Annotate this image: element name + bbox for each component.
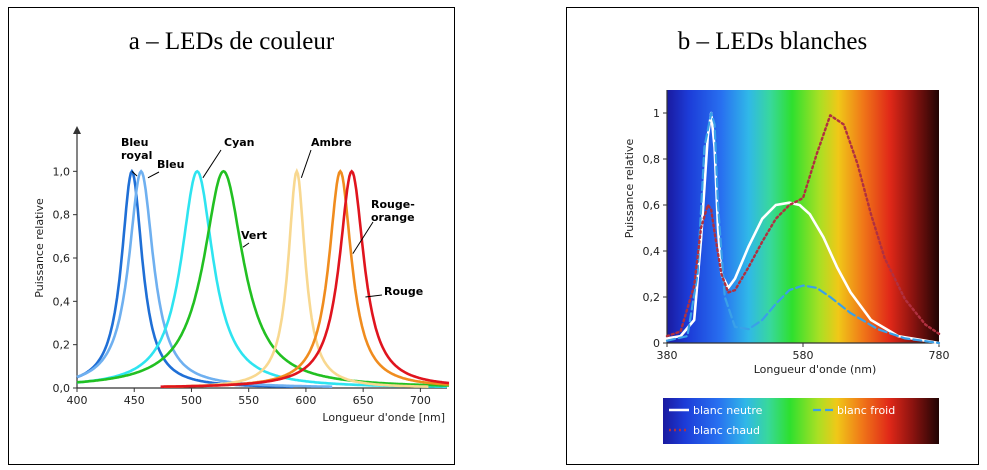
x-tick-label: 700 [410, 394, 431, 407]
y-tick-label: 1 [653, 107, 660, 120]
x-tick-label: 380 [657, 349, 678, 362]
x-tick-label: 400 [67, 394, 88, 407]
annotation-leader [131, 170, 138, 177]
annotation-label: Bleu [121, 136, 148, 149]
y-axis-label: Puissance relative [623, 139, 636, 239]
legend-label: blanc neutre [693, 404, 763, 417]
annotation-label: Cyan [224, 136, 255, 149]
annotation-label-line2: royal [121, 149, 152, 162]
y-tick-label: 1,0 [53, 165, 71, 178]
x-axis-label: Longueur d'onde (nm) [754, 363, 877, 376]
x-tick-label: 600 [295, 394, 316, 407]
annotation-label: Bleu [157, 158, 184, 171]
series-line [76, 168, 294, 388]
y-tick-label: 0,4 [53, 295, 71, 308]
annotation-label: Rouge [384, 285, 423, 298]
panel-a-title: a – LEDs de couleur [128, 28, 335, 55]
annotation-leader [352, 221, 374, 254]
y-tick-label: 0,4 [643, 245, 661, 258]
annotation-leader [242, 242, 250, 248]
chart-b-svg: 0 0,2 0,4 0,6 0,8 1 380 580 780 Longueur d'onde (… [623, 90, 950, 444]
annotation-leader [300, 149, 312, 178]
y-tick-label: 0,2 [643, 291, 661, 304]
series-line [160, 169, 450, 388]
x-tick-label: 650 [353, 394, 374, 407]
annotation-label-line2: orange [371, 211, 415, 224]
panel-led-blanches: b – LEDs blanches 0 0,2 0,4 0,6 0,8 1 380 580 78… [566, 7, 979, 465]
legend: blanc neutre blanc froid blanc chaud [663, 398, 939, 444]
annotation-label: Rouge- [371, 198, 415, 211]
x-tick-label: 780 [929, 349, 950, 362]
series-line [76, 169, 333, 388]
chart-a-svg: 0,0 0,2 0,4 0,6 0,8 1,0 400 450 500 550 600 650 700 L… [33, 126, 450, 424]
legend-label: blanc chaud [693, 424, 760, 437]
y-tick-label: 0,8 [643, 153, 661, 166]
annotation-label: Vert [241, 229, 267, 242]
series-line [665, 111, 941, 345]
x-tick-label: 500 [181, 394, 202, 407]
series-line [665, 114, 941, 338]
annotation-leader [202, 149, 222, 179]
x-tick-label: 450 [124, 394, 145, 407]
y-axis-label: Puissance relative [33, 198, 46, 298]
panel-b-title: b – LEDs blanches [677, 28, 868, 55]
annotation-leader [147, 171, 160, 179]
series-line [76, 169, 450, 387]
panel-led-couleur: a – LEDs de couleur 0,0 0,2 0,4 0,6 0,8 1,0 40… [8, 7, 455, 465]
x-axis-label: Longueur d'onde [nm] [322, 411, 445, 424]
y-tick-label: 0 [653, 337, 660, 350]
y-tick-label: 0,6 [53, 252, 71, 265]
y-tick-label: 0,0 [53, 382, 71, 395]
y-tick-label: 0,2 [53, 339, 71, 352]
series-line [665, 111, 941, 345]
y-tick-label: 0,6 [643, 199, 661, 212]
y-tick-label: 0,8 [53, 209, 71, 222]
annotation-label: Ambre [311, 136, 352, 149]
legend-background [663, 398, 939, 444]
annotation-leader [365, 294, 383, 298]
y-axis-arrow [73, 126, 81, 134]
x-tick-label: 580 [793, 349, 814, 362]
x-tick-label: 550 [238, 394, 259, 407]
legend-label: blanc froid [837, 404, 895, 417]
